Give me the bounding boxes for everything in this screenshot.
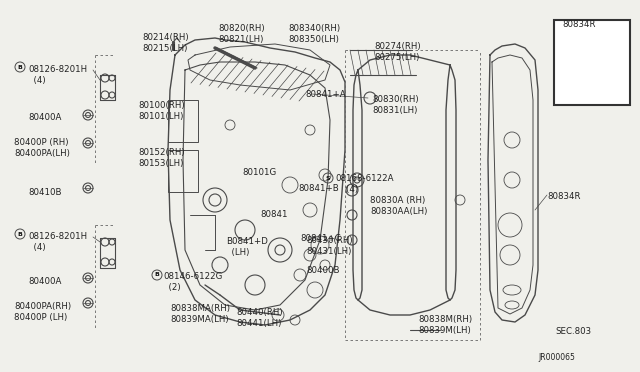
Text: 80841+C: 80841+C bbox=[300, 234, 340, 243]
Text: S: S bbox=[326, 176, 330, 180]
Text: 80214(RH)
80215(LH): 80214(RH) 80215(LH) bbox=[142, 33, 189, 53]
Text: 80400PA(RH)
80400P (LH): 80400PA(RH) 80400P (LH) bbox=[14, 302, 71, 322]
Text: 80841+B: 80841+B bbox=[298, 184, 339, 193]
Text: 80100(RH)
80101(LH): 80100(RH) 80101(LH) bbox=[138, 101, 184, 121]
Text: B: B bbox=[17, 231, 22, 237]
Text: B0841+D
  (LH): B0841+D (LH) bbox=[226, 237, 268, 257]
Text: 80830A (RH)
80830AA(LH): 80830A (RH) 80830AA(LH) bbox=[370, 196, 428, 216]
Text: 08126-8201H
  (4): 08126-8201H (4) bbox=[28, 65, 87, 85]
Text: 08146-6122G
  (2): 08146-6122G (2) bbox=[163, 272, 222, 292]
Text: 80838MA(RH)
80839MA(LH): 80838MA(RH) 80839MA(LH) bbox=[170, 304, 230, 324]
Text: 80400A: 80400A bbox=[28, 113, 61, 122]
Text: 80830(RH)
80831(LH): 80830(RH) 80831(LH) bbox=[372, 95, 419, 115]
Text: 08126-8201H
  (4): 08126-8201H (4) bbox=[28, 232, 87, 252]
Bar bbox=[168, 150, 198, 192]
Text: B: B bbox=[155, 273, 159, 278]
Text: SEC.803: SEC.803 bbox=[555, 327, 591, 336]
Text: 80440(RH)
80441(LH): 80440(RH) 80441(LH) bbox=[236, 308, 283, 328]
Text: 80274(RH)
80275(LH): 80274(RH) 80275(LH) bbox=[374, 42, 420, 62]
Text: 80101G: 80101G bbox=[242, 168, 276, 177]
Text: 80400B: 80400B bbox=[306, 266, 339, 275]
Text: 80410B: 80410B bbox=[28, 188, 61, 197]
Text: 80838M(RH)
80839M(LH): 80838M(RH) 80839M(LH) bbox=[418, 315, 472, 335]
Text: 80430(RH)
80431(LH): 80430(RH) 80431(LH) bbox=[306, 236, 353, 256]
Text: 80834R: 80834R bbox=[547, 192, 580, 201]
Bar bbox=[168, 100, 198, 142]
Text: 80841+A: 80841+A bbox=[305, 90, 346, 99]
Text: 80400A: 80400A bbox=[28, 277, 61, 286]
Text: 80841: 80841 bbox=[260, 210, 287, 219]
Text: 80834R: 80834R bbox=[562, 20, 595, 29]
Text: 08168-6122A
    (4): 08168-6122A (4) bbox=[335, 174, 394, 194]
Text: 80152(RH)
80153(LH): 80152(RH) 80153(LH) bbox=[138, 148, 184, 168]
Text: 80400P (RH)
80400PA(LH): 80400P (RH) 80400PA(LH) bbox=[14, 138, 70, 158]
Text: 80820(RH)
80821(LH): 80820(RH) 80821(LH) bbox=[218, 24, 264, 44]
Text: 808340(RH)
808350(LH): 808340(RH) 808350(LH) bbox=[288, 24, 340, 44]
Bar bbox=[554, 20, 630, 105]
Text: B: B bbox=[17, 64, 22, 70]
Text: JR000065: JR000065 bbox=[538, 353, 575, 362]
